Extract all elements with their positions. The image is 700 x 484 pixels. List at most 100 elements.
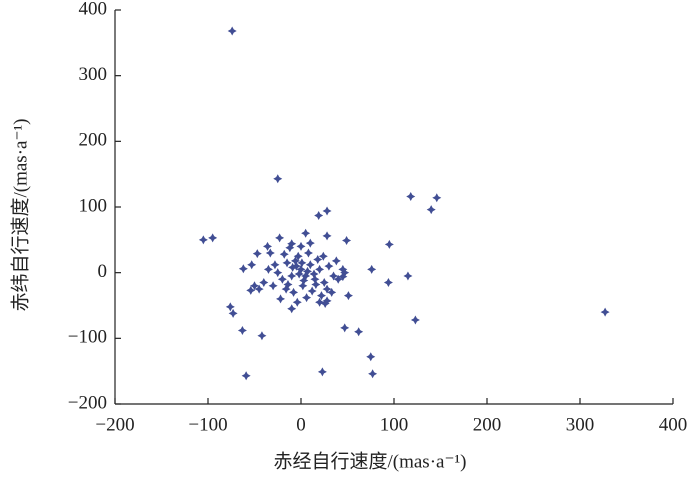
point xyxy=(287,239,297,249)
x-tick-label: 300 xyxy=(566,414,595,435)
point xyxy=(316,291,326,301)
x-axis-label: 赤经自行速度/(mas·a⁻¹) xyxy=(273,450,466,472)
point xyxy=(287,304,297,314)
point xyxy=(383,278,393,288)
y-tick-label: 100 xyxy=(79,195,108,216)
point xyxy=(257,331,267,341)
point xyxy=(279,249,289,259)
x-tick-label: 0 xyxy=(296,414,306,435)
x-tick-label: 100 xyxy=(380,414,409,435)
point xyxy=(246,285,256,295)
point xyxy=(268,281,278,291)
point xyxy=(298,281,308,291)
point xyxy=(228,308,238,318)
y-tick-label: 0 xyxy=(98,261,108,282)
point xyxy=(340,323,350,333)
point xyxy=(282,258,292,268)
point xyxy=(273,268,283,278)
point xyxy=(301,228,311,238)
x-tick-label: −100 xyxy=(188,414,227,435)
y-axis-label: 赤纬自行速度/(mas·a⁻¹) xyxy=(9,118,31,311)
point xyxy=(285,243,295,253)
point xyxy=(307,286,317,296)
point xyxy=(313,255,323,265)
point xyxy=(263,264,273,274)
point xyxy=(366,352,376,362)
point xyxy=(259,278,269,288)
point xyxy=(276,294,286,304)
point xyxy=(318,251,328,261)
y-tick-label: −200 xyxy=(68,392,107,413)
point xyxy=(254,284,264,294)
x-tick-label: −200 xyxy=(95,414,134,435)
point xyxy=(238,264,248,274)
y-tick-label: −100 xyxy=(68,327,107,348)
point xyxy=(198,235,208,245)
x-tick-label: 400 xyxy=(659,414,688,435)
point xyxy=(250,281,259,291)
point xyxy=(311,279,321,289)
point xyxy=(432,193,442,203)
point xyxy=(403,271,413,281)
point xyxy=(247,260,257,270)
point xyxy=(426,205,436,215)
point xyxy=(301,271,311,281)
point xyxy=(293,251,303,261)
point xyxy=(270,260,280,270)
point xyxy=(600,307,610,317)
point xyxy=(277,274,287,284)
point xyxy=(384,239,394,249)
point xyxy=(297,258,307,268)
point xyxy=(410,315,420,325)
point xyxy=(289,287,299,297)
x-tick-label: 200 xyxy=(473,414,502,435)
point xyxy=(319,278,329,288)
point xyxy=(342,235,352,245)
point xyxy=(324,261,334,271)
y-tick-label: 400 xyxy=(79,0,108,19)
point xyxy=(263,241,273,251)
point xyxy=(296,241,306,251)
y-tick-label: 300 xyxy=(79,64,108,85)
point xyxy=(287,271,297,281)
point xyxy=(329,271,339,281)
point xyxy=(225,302,235,312)
point xyxy=(309,269,319,279)
point xyxy=(283,279,293,289)
point xyxy=(322,206,332,216)
point xyxy=(291,261,301,271)
point xyxy=(315,264,325,274)
point xyxy=(338,264,348,274)
y-tick-label: 200 xyxy=(79,130,108,151)
point xyxy=(275,233,285,243)
point xyxy=(338,272,348,282)
point xyxy=(343,291,353,301)
point xyxy=(227,26,237,36)
point xyxy=(367,264,377,274)
point xyxy=(368,369,378,379)
point xyxy=(292,297,302,307)
point xyxy=(322,284,332,294)
point xyxy=(340,268,350,278)
point xyxy=(237,325,247,335)
point xyxy=(302,293,312,303)
point xyxy=(314,211,324,221)
point xyxy=(320,299,330,309)
point xyxy=(315,297,325,307)
point xyxy=(294,269,304,279)
point xyxy=(333,274,343,284)
point xyxy=(305,260,315,270)
point xyxy=(208,233,218,243)
point xyxy=(305,238,315,248)
point xyxy=(288,262,298,272)
point xyxy=(322,231,332,241)
point xyxy=(290,256,300,266)
point xyxy=(327,287,337,297)
point xyxy=(406,191,416,201)
point xyxy=(317,367,327,377)
point xyxy=(273,174,283,184)
point xyxy=(331,256,341,266)
point xyxy=(310,274,320,284)
point xyxy=(281,284,291,294)
